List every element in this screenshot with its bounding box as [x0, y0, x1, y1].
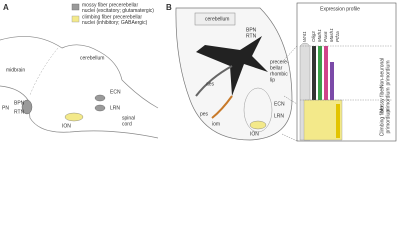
region-label: BPN: [14, 100, 25, 106]
aes-stream: [195, 65, 233, 97]
region-label: pes: [200, 111, 209, 117]
ptf1a-bar: [336, 104, 340, 138]
region-label: RTN: [14, 109, 25, 115]
region-label: rhombic: [270, 71, 288, 77]
legend-text: climbing fiber precerebellar: [82, 14, 142, 20]
region-label: spinal: [122, 115, 135, 121]
domain-label: Climbing fiber: [379, 105, 385, 136]
cerebellum-box: [194, 12, 236, 26]
region-label: ION: [250, 131, 259, 137]
mash1-bar: [330, 62, 334, 100]
gene-label: Ptf1a: [335, 31, 340, 42]
region-label: cerebellum: [205, 16, 229, 22]
legend-text: nuclei (inhibitory; GABAergic): [82, 20, 148, 26]
nucleus: [64, 112, 84, 122]
gene-label: Mash1: [329, 28, 334, 42]
region-label: ION: [62, 123, 71, 129]
pax6-bar: [324, 46, 328, 100]
legend-swatch: [71, 3, 80, 11]
connector: [281, 45, 298, 142]
region-label: bellar: [270, 65, 283, 71]
math1-bar: [318, 46, 322, 100]
region-label: LRN: [274, 113, 284, 119]
nuclei-region: [243, 87, 273, 133]
region-label: iom: [212, 121, 220, 127]
gene-label: Wnt1: [302, 31, 307, 42]
gene-label: Olig3: [311, 31, 316, 42]
region-label: LRN: [110, 105, 120, 111]
legend-text: nuclei (excitatory; glutamatergic): [82, 8, 154, 14]
brain-outline: [0, 36, 159, 139]
nucleus: [249, 120, 267, 130]
legend-swatch: [71, 15, 80, 23]
region-label: precere-: [270, 59, 289, 65]
region-label: RTN: [246, 33, 257, 39]
region-label: ECN: [274, 101, 285, 107]
gene-label: Pax6: [323, 31, 328, 42]
pes-stream: [211, 95, 233, 119]
boundary: [29, 47, 59, 96]
region-label: cerebellum: [80, 55, 104, 61]
domain-label: Non-neuronal: [379, 58, 385, 88]
region-label: cord: [122, 121, 132, 127]
gene-label: Math1: [317, 29, 322, 42]
region-label: lip: [270, 77, 275, 83]
ptf1a-domain: [303, 99, 343, 141]
olig3-bar: [312, 46, 316, 100]
nucleus: [94, 94, 106, 102]
panel-label: A: [3, 3, 9, 12]
region-label: aes: [206, 81, 215, 87]
domain-label: primordium: [385, 60, 391, 85]
figure: A mossy fiber precerebellar nuclei (exci…: [0, 2, 397, 142]
nucleus: [21, 99, 33, 115]
legend-text: mossy fiber precerebellar: [82, 2, 138, 8]
domain-label: primordium: [385, 108, 391, 133]
panel-label: B: [166, 3, 172, 12]
region-label: midbrain: [6, 67, 25, 73]
domain-label: Mossy fiber: [379, 87, 385, 113]
region-label: PN: [2, 105, 9, 111]
region-label: BPN: [246, 27, 257, 33]
region-label: ECN: [110, 89, 121, 95]
expression-title: Expression profile: [320, 6, 360, 12]
domain-label: primordium: [385, 87, 391, 112]
nucleus: [94, 104, 106, 112]
